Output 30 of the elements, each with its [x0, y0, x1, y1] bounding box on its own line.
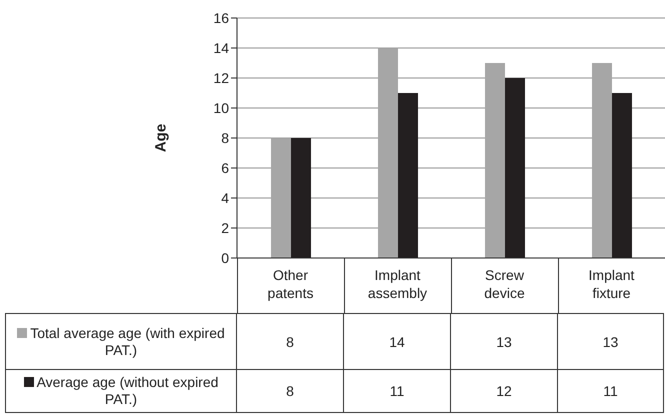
data-label: 11: [558, 370, 664, 412]
x-tick-label: Implant fixture: [588, 267, 635, 301]
y-tick-label: 14: [213, 40, 230, 56]
bar: [592, 63, 612, 258]
bar: [485, 63, 505, 258]
y-tick-label: 4: [221, 190, 230, 206]
bar: [291, 138, 311, 258]
legend-label: Average age (without expired PAT.): [36, 374, 218, 407]
x-tick-label: Other patents: [268, 267, 314, 301]
y-axis-title: Age: [152, 124, 170, 152]
bar: [378, 48, 398, 258]
data-label: 13: [451, 314, 558, 369]
data-label: 14: [344, 314, 451, 369]
bar: [505, 78, 525, 258]
x-tick-label: Screw device: [484, 267, 525, 301]
y-tick-label: 16: [213, 10, 230, 26]
data-label: 12: [451, 370, 558, 412]
data-label: 13: [558, 314, 664, 369]
y-tick-label: 6: [221, 160, 230, 176]
legend-label: Total average age (with expired PAT.): [30, 324, 225, 358]
bar: [612, 93, 632, 258]
y-tick-label: 10: [213, 100, 230, 116]
data-label: 11: [344, 370, 451, 412]
y-tick-label: 12: [213, 70, 230, 86]
bar: [271, 138, 291, 258]
y-tick-label: 0: [221, 250, 230, 266]
bar: [398, 93, 418, 258]
x-tick-label: Implant assembly: [368, 267, 428, 301]
y-tick-label: 8: [221, 130, 230, 146]
y-tick-label: 2: [221, 220, 230, 236]
